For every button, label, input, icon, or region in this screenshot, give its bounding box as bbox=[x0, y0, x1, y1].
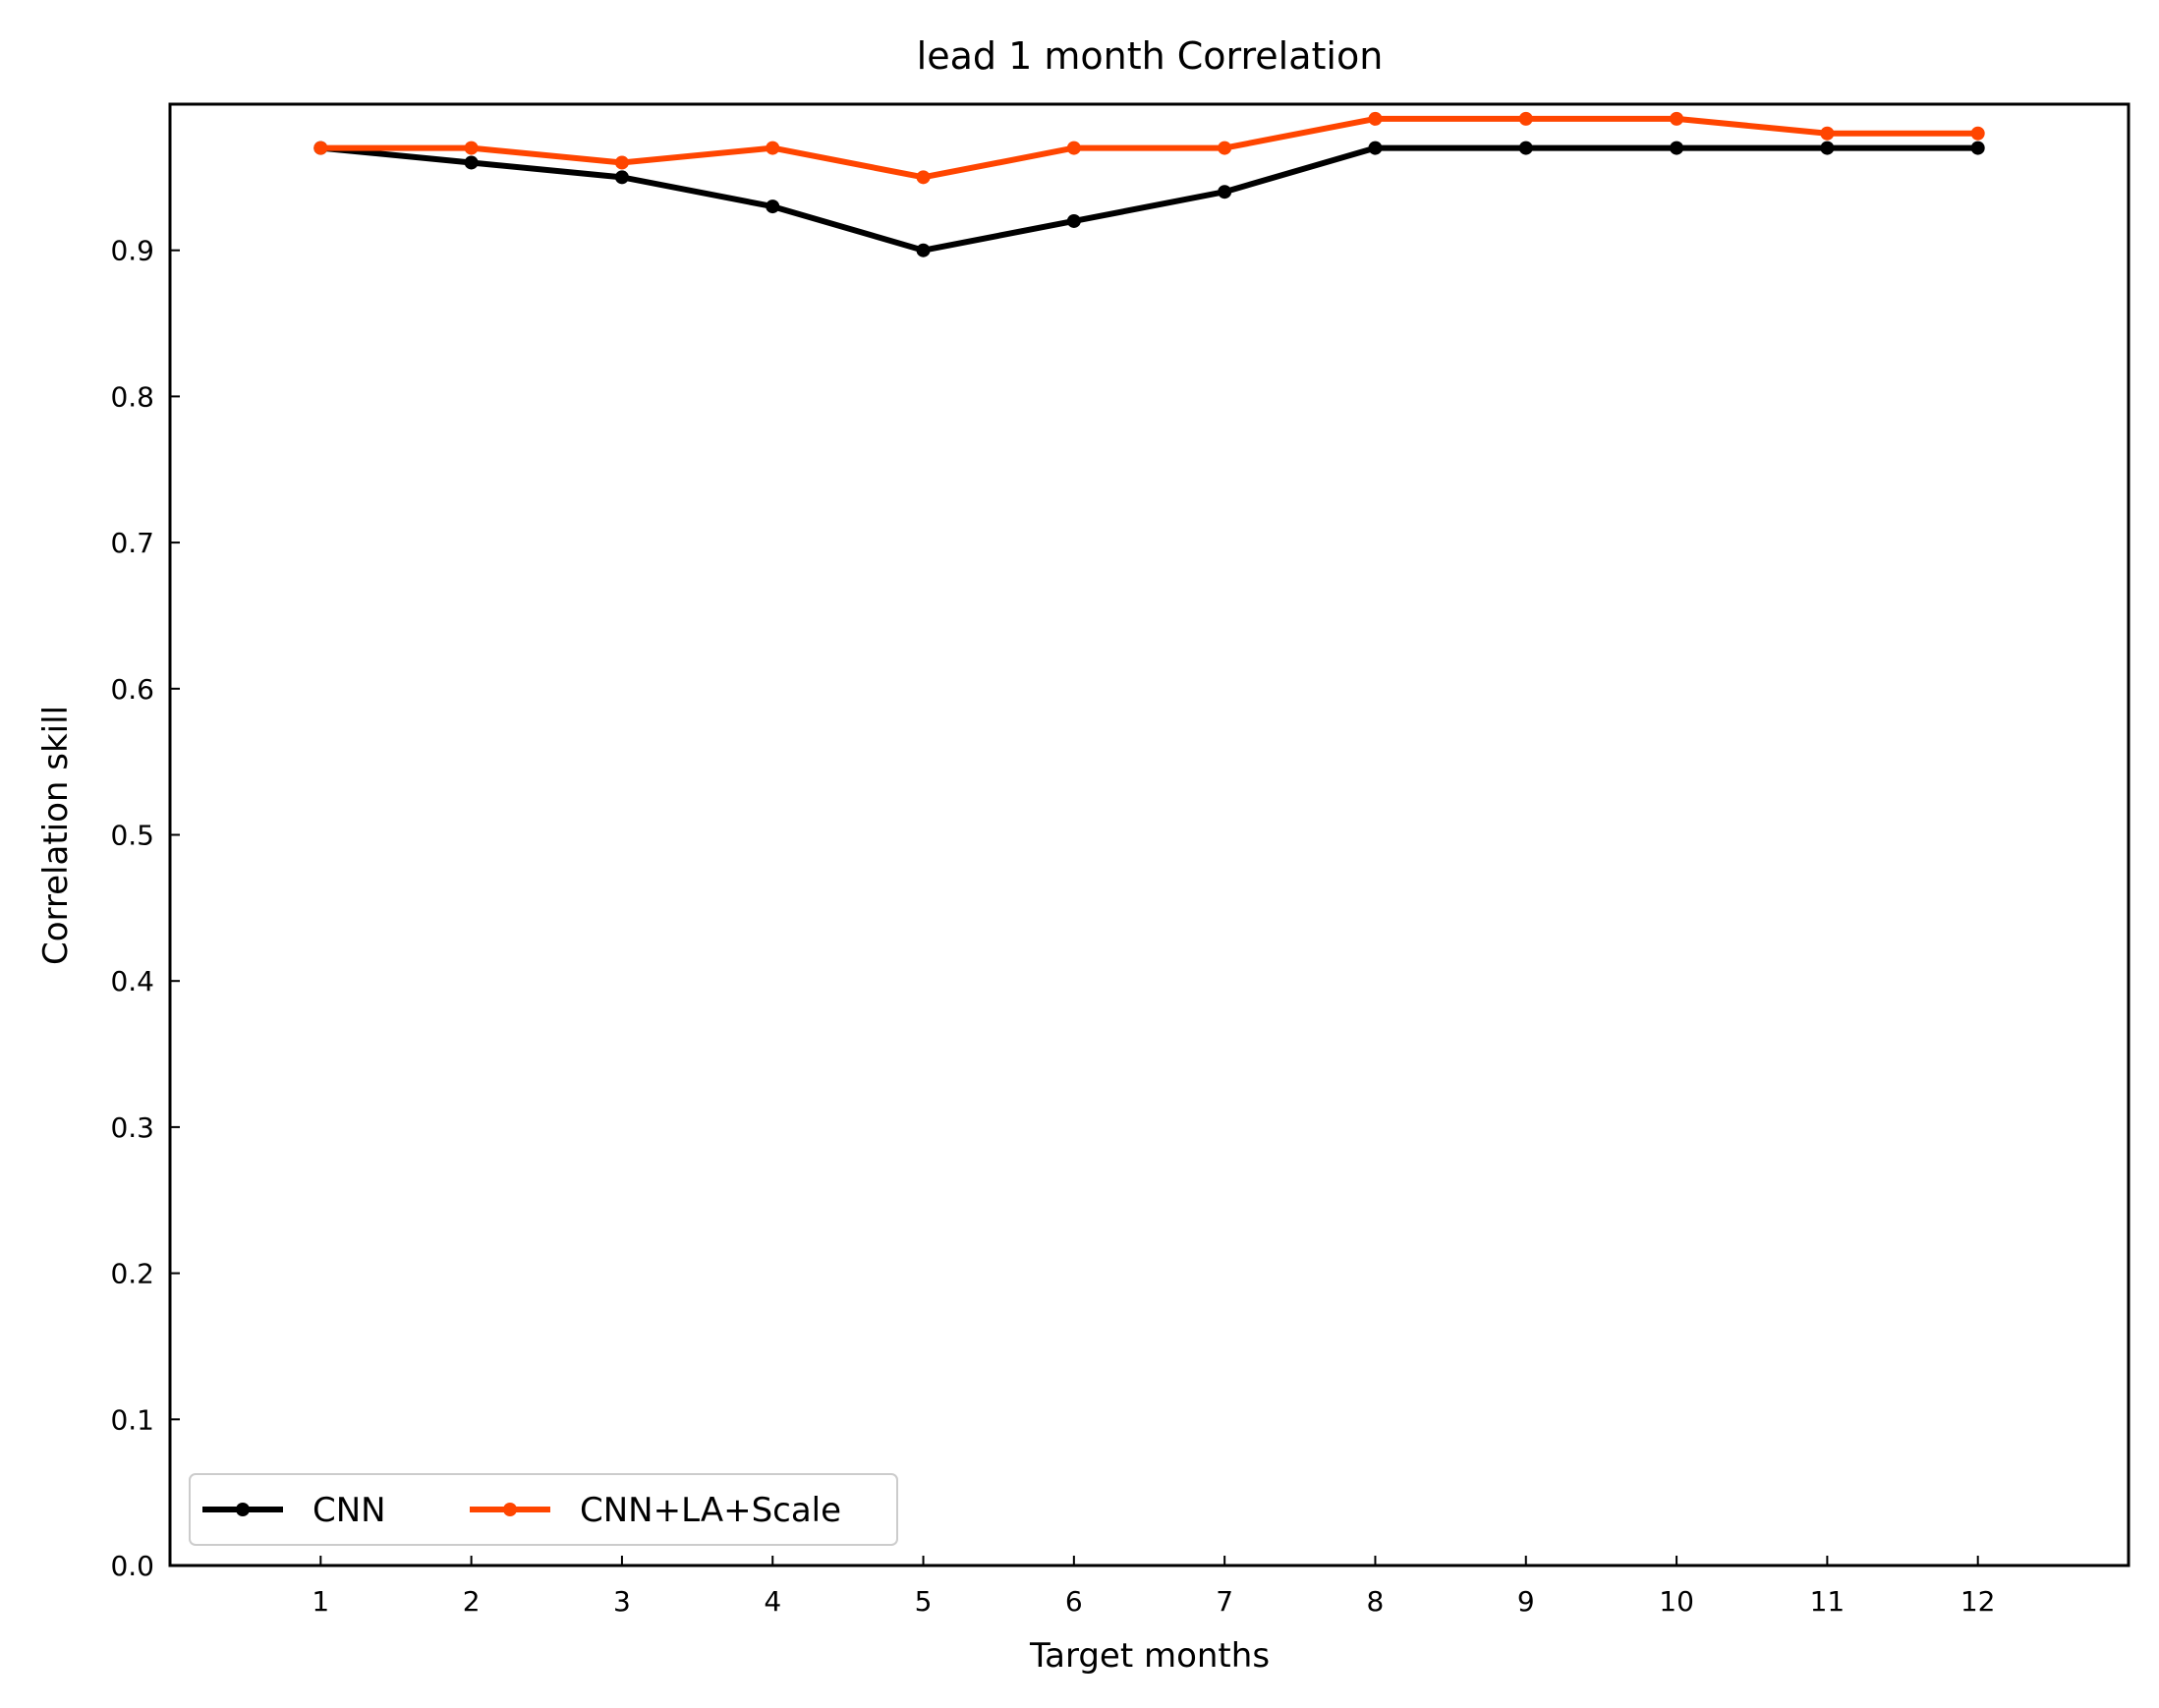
x-tick-label-2: 2 bbox=[463, 1585, 481, 1618]
point-cnn-la-scale-4 bbox=[766, 141, 780, 155]
x-tick-label-6: 6 bbox=[1065, 1585, 1083, 1618]
y-axis-label: Correlation skill bbox=[36, 706, 76, 965]
x-axis-ticks: 1 2 3 4 5 6 7 8 9 10 11 12 bbox=[312, 1556, 1996, 1618]
plot-frame bbox=[168, 102, 2131, 1567]
x-tick-label-12: 12 bbox=[1960, 1585, 1996, 1618]
point-cnn-la-scale-2 bbox=[464, 141, 479, 155]
point-cnn-9 bbox=[1518, 141, 1533, 155]
y-tick-label-5: 0.5 bbox=[110, 820, 154, 852]
x-tick-label-11: 11 bbox=[1810, 1585, 1846, 1618]
series-line-cnn bbox=[317, 144, 1981, 254]
point-cnn-la-scale-12 bbox=[1970, 126, 1985, 141]
y-tick-label-0: 0.0 bbox=[110, 1550, 154, 1582]
legend-label-cnn-la-scale: CNN+LA+Scale bbox=[580, 1491, 841, 1530]
x-axis-label: Target months bbox=[1029, 1636, 1270, 1676]
x-tick-label-1: 1 bbox=[312, 1585, 329, 1618]
y-axis-ticks: 0.0 0.1 0.2 0.3 0.4 0.5 0.6 0.7 0.8 0.9 bbox=[110, 235, 180, 1582]
y-tick-label-7: 0.7 bbox=[110, 527, 154, 559]
point-cnn-10 bbox=[1670, 141, 1684, 155]
point-cnn-la-scale-11 bbox=[1820, 126, 1835, 141]
y-tick-label-2: 0.2 bbox=[110, 1258, 154, 1290]
point-cnn-la-scale-6 bbox=[1066, 141, 1081, 155]
y-tick-label-6: 0.6 bbox=[110, 673, 154, 706]
point-cnn-la-scale-3 bbox=[614, 155, 629, 170]
y-tick-label-1: 0.1 bbox=[110, 1403, 154, 1436]
y-tick-label-8: 0.8 bbox=[110, 380, 154, 413]
x-tick-label-10: 10 bbox=[1659, 1585, 1694, 1618]
x-tick-label-9: 9 bbox=[1517, 1585, 1535, 1618]
point-cnn-la-scale-7 bbox=[1218, 141, 1232, 155]
x-tick-label-3: 3 bbox=[613, 1585, 631, 1618]
point-cnn-la-scale-10 bbox=[1670, 111, 1684, 126]
point-cnn-la-scale-9 bbox=[1518, 111, 1533, 126]
series-line-cnn-la-scale bbox=[317, 115, 1981, 181]
x-tick-label-5: 5 bbox=[915, 1585, 933, 1618]
y-tick-label-9: 0.9 bbox=[110, 235, 154, 267]
point-cnn-la-scale-8 bbox=[1368, 111, 1383, 126]
point-cnn-la-scale-1 bbox=[313, 141, 328, 155]
legend-marker-cnn-la-scale bbox=[503, 1503, 517, 1516]
y-tick-label-3: 0.3 bbox=[110, 1111, 154, 1144]
x-tick-label-7: 7 bbox=[1216, 1585, 1233, 1618]
point-cnn-3 bbox=[614, 170, 629, 185]
chart-title: lead 1 month Correlation bbox=[917, 34, 1384, 78]
point-cnn-la-scale-5 bbox=[916, 170, 931, 185]
point-cnn-2 bbox=[464, 155, 479, 170]
point-cnn-11 bbox=[1820, 141, 1835, 155]
point-cnn-7 bbox=[1218, 185, 1232, 199]
legend-label-cnn: CNN bbox=[312, 1491, 386, 1530]
point-cnn-8 bbox=[1368, 141, 1383, 155]
y-tick-label-4: 0.4 bbox=[110, 965, 154, 997]
point-cnn-4 bbox=[766, 199, 780, 214]
point-cnn-12 bbox=[1970, 141, 1985, 155]
x-tick-label-8: 8 bbox=[1367, 1585, 1385, 1618]
legend-marker-cnn bbox=[236, 1503, 250, 1516]
legend: CNN CNN+LA+Scale bbox=[189, 1473, 898, 1546]
x-tick-label-4: 4 bbox=[764, 1585, 781, 1618]
point-cnn-5 bbox=[916, 243, 931, 257]
series-layer bbox=[313, 111, 1985, 257]
point-cnn-6 bbox=[1066, 213, 1081, 228]
